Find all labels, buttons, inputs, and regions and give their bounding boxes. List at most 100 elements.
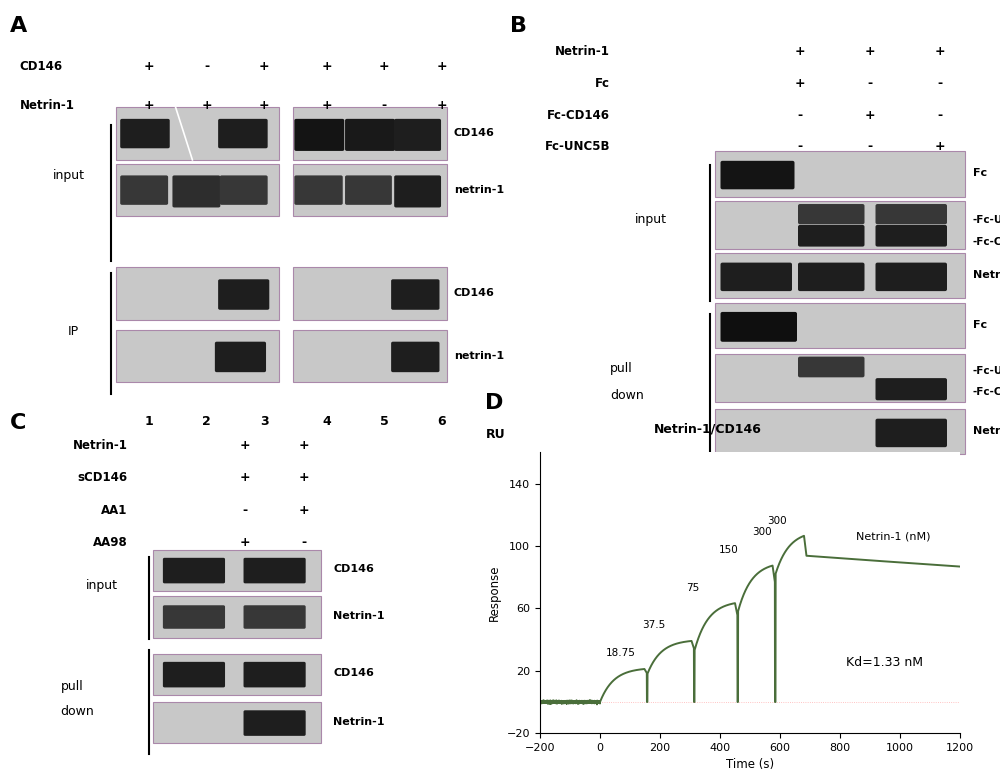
FancyBboxPatch shape [715, 353, 965, 402]
Text: 300: 300 [767, 516, 787, 526]
FancyBboxPatch shape [394, 119, 441, 151]
Text: Netrin-1: Netrin-1 [333, 717, 385, 727]
Text: +: + [144, 99, 155, 112]
FancyBboxPatch shape [153, 550, 321, 591]
FancyBboxPatch shape [120, 119, 170, 148]
Text: netrin-1: netrin-1 [454, 185, 504, 195]
FancyBboxPatch shape [294, 119, 344, 151]
Text: Netrin-1: Netrin-1 [20, 99, 74, 112]
Text: +: + [240, 536, 251, 549]
Text: Kd=1.33 nM: Kd=1.33 nM [846, 657, 923, 669]
Text: Netrin-1: Netrin-1 [73, 439, 128, 452]
Text: down: down [610, 389, 644, 402]
FancyBboxPatch shape [715, 253, 965, 299]
Text: 1: 1 [145, 415, 154, 427]
FancyBboxPatch shape [244, 558, 306, 583]
Text: CD146: CD146 [333, 564, 374, 574]
Text: 4: 4 [322, 415, 331, 427]
FancyBboxPatch shape [798, 356, 864, 378]
Text: AA1: AA1 [101, 504, 128, 517]
Text: +: + [240, 439, 251, 452]
Text: 75: 75 [686, 583, 700, 593]
Text: input: input [86, 579, 118, 592]
Text: Fc: Fc [595, 77, 610, 90]
FancyBboxPatch shape [163, 558, 225, 583]
FancyBboxPatch shape [876, 378, 947, 400]
FancyBboxPatch shape [294, 176, 343, 205]
FancyBboxPatch shape [345, 176, 392, 205]
Text: +: + [321, 60, 332, 73]
FancyBboxPatch shape [163, 662, 225, 687]
FancyBboxPatch shape [163, 605, 225, 629]
Text: 37.5: 37.5 [642, 620, 666, 630]
FancyBboxPatch shape [153, 597, 321, 638]
FancyBboxPatch shape [215, 342, 266, 372]
Text: +: + [240, 471, 251, 484]
FancyBboxPatch shape [720, 263, 792, 291]
FancyBboxPatch shape [391, 279, 440, 310]
FancyBboxPatch shape [116, 107, 279, 160]
Text: 150: 150 [719, 545, 739, 555]
Text: 3: 3 [260, 415, 269, 427]
FancyBboxPatch shape [715, 151, 965, 197]
Text: +: + [379, 60, 390, 73]
Text: Fc-CD146: Fc-CD146 [547, 108, 610, 122]
FancyBboxPatch shape [394, 176, 441, 207]
Text: +: + [795, 77, 805, 90]
Text: -Fc-CD146: -Fc-CD146 [972, 387, 1000, 397]
FancyBboxPatch shape [116, 164, 279, 217]
FancyBboxPatch shape [876, 419, 947, 447]
FancyBboxPatch shape [715, 410, 965, 455]
Text: D: D [485, 393, 504, 413]
FancyBboxPatch shape [172, 176, 220, 207]
Text: -: - [382, 99, 387, 112]
Text: +: + [935, 140, 945, 154]
Text: IP: IP [68, 325, 79, 338]
Text: +: + [437, 60, 447, 73]
Text: pull: pull [60, 679, 83, 693]
Text: +: + [299, 471, 309, 484]
Text: -: - [301, 536, 307, 549]
FancyBboxPatch shape [120, 176, 168, 205]
Text: sCD146: sCD146 [77, 471, 128, 484]
Text: -Fc-UNC5B: -Fc-UNC5B [972, 215, 1000, 225]
Text: -: - [867, 140, 873, 154]
Text: -: - [797, 108, 803, 122]
FancyBboxPatch shape [798, 263, 864, 291]
FancyBboxPatch shape [116, 329, 279, 382]
Text: +: + [437, 99, 447, 112]
Text: 18.75: 18.75 [606, 648, 636, 658]
Text: CD146: CD146 [454, 289, 495, 298]
Text: -Fc-UNC5B: -Fc-UNC5B [972, 366, 1000, 376]
FancyBboxPatch shape [218, 119, 268, 148]
Text: Fc-UNC5B: Fc-UNC5B [544, 140, 610, 154]
FancyBboxPatch shape [293, 268, 447, 320]
Text: 5: 5 [380, 415, 389, 427]
FancyBboxPatch shape [293, 164, 447, 217]
FancyBboxPatch shape [244, 605, 306, 629]
Text: RU: RU [485, 428, 505, 441]
FancyBboxPatch shape [116, 268, 279, 320]
Text: Netrin-1: Netrin-1 [555, 45, 610, 58]
FancyBboxPatch shape [798, 225, 864, 246]
FancyBboxPatch shape [876, 263, 947, 291]
Text: 6: 6 [438, 415, 446, 427]
Text: +: + [299, 439, 309, 452]
Text: 300: 300 [752, 526, 772, 537]
FancyBboxPatch shape [220, 176, 268, 205]
FancyBboxPatch shape [876, 204, 947, 225]
Text: B: B [510, 16, 527, 36]
FancyBboxPatch shape [876, 225, 947, 246]
Text: AA98: AA98 [93, 536, 128, 549]
Text: pull: pull [610, 362, 633, 375]
FancyBboxPatch shape [715, 201, 965, 249]
FancyBboxPatch shape [715, 303, 965, 348]
Text: +: + [299, 504, 309, 517]
Text: +: + [259, 99, 270, 112]
FancyBboxPatch shape [720, 312, 797, 342]
Text: Fc: Fc [972, 320, 987, 330]
Text: A: A [10, 16, 27, 36]
Text: CD146: CD146 [454, 129, 495, 138]
Text: netrin-1: netrin-1 [454, 351, 504, 360]
Text: Fc: Fc [972, 168, 987, 178]
